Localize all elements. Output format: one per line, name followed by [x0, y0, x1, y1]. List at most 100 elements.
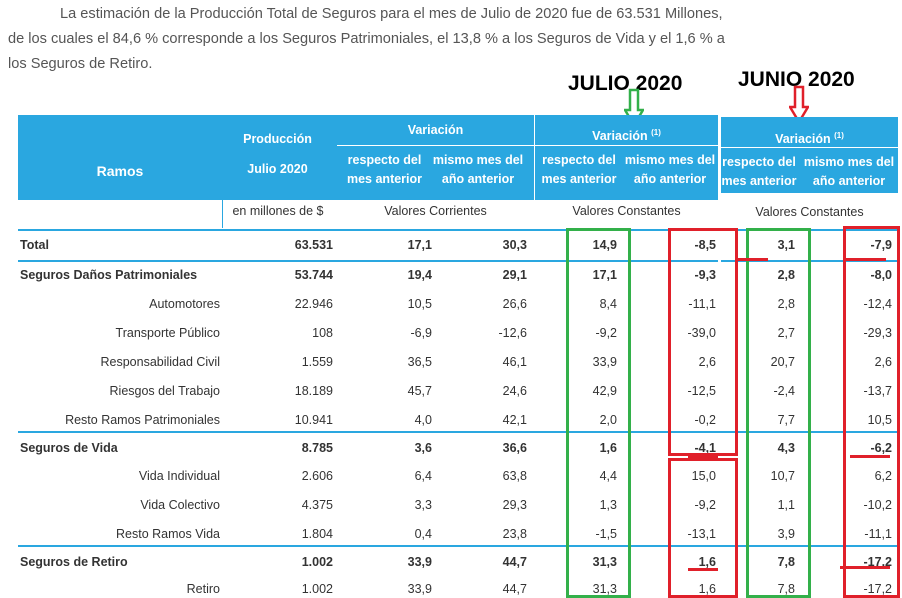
row-label: Resto Ramos Vida — [116, 527, 220, 541]
cell-k1: 2,0 — [599, 413, 617, 427]
header-mismo-1: mismo mes del año anterior — [432, 153, 524, 186]
cell-k2: -12,5 — [687, 384, 717, 398]
cell-j2: -17,2 — [863, 582, 893, 596]
cell-j1: 3,1 — [777, 238, 795, 252]
cell-j2: -10,2 — [863, 498, 893, 512]
cell-c2: 30,3 — [502, 238, 527, 252]
rule-vida — [18, 431, 898, 433]
row-label: Seguros Daños Patrimoniales — [20, 268, 198, 282]
cell-k2: -8,5 — [694, 238, 716, 252]
header-mismo-3: mismo mes del año anterior — [803, 155, 895, 188]
table-header-junio — [721, 117, 898, 193]
row-label: Vida Colectivo — [140, 498, 220, 512]
cell-c2: 23,8 — [502, 527, 527, 541]
cell-j2: -8,0 — [870, 268, 892, 282]
cell-prod: 2.606 — [301, 469, 333, 483]
intro-line-1: La estimación de la Producción Total de … — [60, 6, 723, 22]
header-respecto-1: respecto del mes anterior — [346, 153, 423, 186]
cell-k2: 2,6 — [698, 355, 716, 369]
row-label: Riesgos del Trabajo — [109, 384, 220, 398]
cell-k1: 42,9 — [592, 384, 617, 398]
cell-j1: -2,4 — [773, 384, 795, 398]
cell-j1: 2,8 — [777, 268, 795, 282]
rule-top — [18, 229, 898, 231]
cell-prod: 108 — [312, 326, 333, 340]
highlight-box-junio-mismo — [843, 226, 900, 598]
row-label: Transporte Público — [115, 326, 220, 340]
header-julio: Julio 2020 — [247, 162, 308, 176]
cell-c1: 45,7 — [407, 384, 432, 398]
cell-k1: 1,3 — [599, 498, 617, 512]
cell-c2: 36,6 — [502, 441, 527, 455]
cell-j1: 7,8 — [777, 555, 795, 569]
cell-prod: 1.559 — [301, 355, 333, 369]
cell-k2: -39,0 — [687, 326, 717, 340]
cell-c1: -6,9 — [410, 326, 432, 340]
cell-j1: 7,7 — [777, 413, 795, 427]
row-label: Total — [20, 238, 49, 252]
cell-j2: 10,5 — [867, 413, 892, 427]
row-label: Resto Ramos Patrimoniales — [65, 413, 220, 427]
intro-paragraph: La estimación de la Producción Total de … — [8, 2, 888, 77]
cell-c2: 44,7 — [502, 555, 527, 569]
cell-c2: 29,1 — [502, 268, 527, 282]
header-respecto-2: respecto del mes anterior — [541, 153, 617, 186]
cell-k1: 8,4 — [599, 297, 617, 311]
header-variacion-junio: Variación (1) — [775, 131, 844, 147]
cell-c2: 26,6 — [502, 297, 527, 311]
row-label: Seguros de Vida — [20, 441, 118, 455]
cell-j1: 2,8 — [777, 297, 795, 311]
cell-prod: 8.785 — [301, 441, 333, 455]
cell-c2: 42,1 — [502, 413, 527, 427]
cell-j1: 20,7 — [770, 355, 795, 369]
cell-prod: 22.946 — [294, 297, 333, 311]
header-produccion: Producción — [243, 132, 312, 146]
cell-c2: 63,8 — [502, 469, 527, 483]
cell-k2: 15,0 — [691, 469, 716, 483]
cell-j1: 4,3 — [777, 441, 795, 455]
subheader-constantes: Valores Constantes — [572, 204, 681, 218]
annotation-junio: JUNIO 2020 — [738, 68, 855, 91]
cell-c1: 33,9 — [407, 555, 432, 569]
row-label: Vida Individual — [138, 469, 220, 483]
cell-c1: 17,1 — [407, 238, 432, 252]
red-arrow-icon — [789, 85, 809, 125]
cell-j2: -12,4 — [863, 297, 893, 311]
cell-c2: 29,3 — [502, 498, 527, 512]
cell-prod: 1.002 — [301, 555, 333, 569]
cell-k1: 14,9 — [592, 238, 617, 252]
cell-j1: 7,8 — [777, 582, 795, 596]
cell-k1: -1,5 — [595, 527, 617, 541]
cell-k2: -13,1 — [687, 527, 717, 541]
cell-c2: 44,7 — [502, 582, 527, 596]
cell-c1: 6,4 — [414, 469, 432, 483]
cell-j1: 2,7 — [777, 326, 795, 340]
row-label: Automotores — [149, 297, 220, 311]
cell-k2: -0,2 — [694, 413, 716, 427]
cell-k1: 17,1 — [592, 268, 617, 282]
cell-k2: -4,1 — [694, 441, 716, 455]
cell-j2: -11,1 — [864, 527, 892, 541]
cell-j2: -6,2 — [870, 441, 892, 455]
cell-c1: 36,5 — [407, 355, 432, 369]
cell-k2: 1,6 — [698, 555, 716, 569]
header-variacion-constantes: Variación (1) — [592, 128, 661, 144]
cell-c1: 33,9 — [407, 582, 432, 596]
header-variacion-corrientes: Variación — [407, 123, 464, 137]
cell-k2: -9,2 — [694, 498, 716, 512]
row-label: Retiro — [186, 582, 220, 596]
highlight-box-julio-mismo-2 — [668, 458, 738, 598]
subheader-constantes-junio: Valores Constantes — [755, 205, 864, 219]
cell-j2: -17,2 — [863, 555, 893, 569]
intro-line-2: de los cuales el 84,6 % corresponde a lo… — [8, 31, 725, 47]
row-label: Seguros de Retiro — [20, 555, 128, 569]
table-header-main — [18, 115, 718, 200]
rule-retiro — [18, 545, 898, 547]
cell-k1: 33,9 — [592, 355, 617, 369]
highlight-box-junio-respecto — [746, 228, 811, 598]
cell-k2: 1,6 — [698, 582, 716, 596]
cell-j1: 1,1 — [777, 498, 795, 512]
cell-k1: 31,3 — [592, 582, 617, 596]
cell-k2: -9,3 — [694, 268, 716, 282]
cell-prod: 53.744 — [294, 268, 333, 282]
